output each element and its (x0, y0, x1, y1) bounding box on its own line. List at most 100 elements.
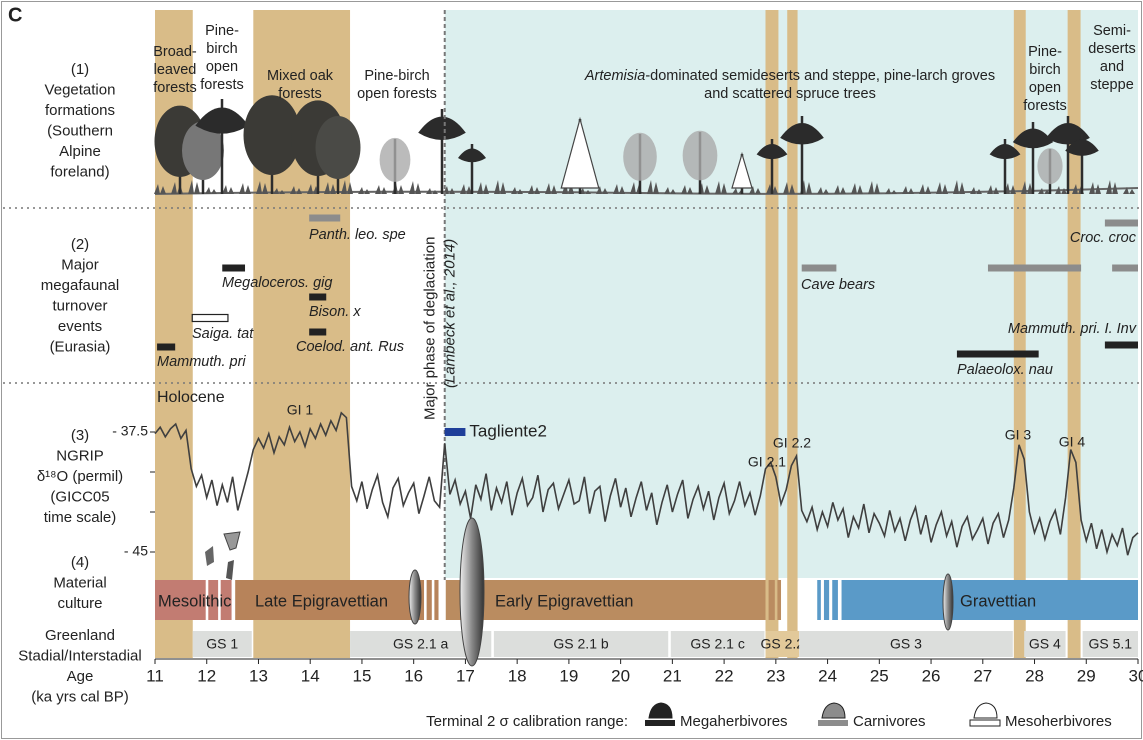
megafauna-bar (309, 329, 326, 336)
vegetation-label-italic: Artemisia (584, 68, 645, 84)
stadial-label: GS 5.1 (1089, 636, 1133, 652)
x-tick-label: 28 (1025, 666, 1044, 685)
annotation: GI 2.2 (773, 435, 811, 451)
x-tick-label: 16 (404, 666, 423, 685)
megafauna-bar (192, 315, 228, 322)
row-label: NGRIP (56, 447, 104, 464)
vegetation-label: leaved (154, 62, 197, 78)
megafauna-label: Mammuth. pri (157, 354, 246, 370)
annotation: Holocene (157, 389, 225, 406)
vegetation-label: deserts (1088, 41, 1136, 57)
legend-swatch (645, 720, 675, 726)
megafauna-bar (802, 265, 837, 272)
culture-bar (824, 580, 829, 620)
stadial-label: GS 2.1 a (393, 636, 448, 652)
y-tick-label: - 37.5 (112, 423, 148, 439)
vegetation-label: steppe (1090, 77, 1134, 93)
artifact-icon (943, 574, 953, 630)
megafauna-bar (157, 344, 175, 351)
page: {"chart_data": { "type": "line", "panel_… (0, 0, 1143, 740)
x-tick-label: 22 (715, 666, 734, 685)
tree-crown (1037, 148, 1062, 184)
vegetation-label: Semi- (1093, 23, 1131, 39)
legend-swatch (970, 720, 1000, 726)
annotation: GI 2.1 (748, 454, 786, 470)
legend-label: Carnivores (853, 713, 926, 730)
legend-title: Terminal 2 σ calibration range: (426, 713, 628, 730)
stadial-label: GS 2.2 (761, 636, 805, 652)
megafauna-bar (1112, 265, 1138, 272)
vegetation-label: Broad- (153, 44, 197, 60)
row-label: (3) (71, 427, 89, 444)
x-tick-label: 13 (249, 666, 268, 685)
x-tick-label: 21 (663, 666, 682, 685)
stadial-label: GS 2.1 c (690, 636, 744, 652)
row-label: turnover (52, 297, 107, 314)
annotation: GI 1 (287, 402, 314, 418)
vegetation-label: Pine- (205, 23, 239, 39)
tree-crown (380, 138, 411, 182)
megafauna-bar (222, 265, 245, 272)
row-label: Vegetation (45, 81, 116, 98)
megafauna-label: Megaloceros. gig (222, 275, 332, 291)
vegetation-label: Pine-birch (364, 68, 429, 84)
tree-crown (316, 116, 361, 179)
culture-label: Late Epigravettian (255, 592, 388, 610)
x-tick-label: 12 (197, 666, 216, 685)
x-tick-label: 23 (766, 666, 785, 685)
x-tick-label: 25 (870, 666, 889, 685)
row-label: foreland) (50, 163, 109, 180)
vegetation-label-part: -dominated semideserts and steppe, pine-… (645, 68, 995, 84)
vegetation-label: forests (278, 86, 322, 102)
x-tick-label: 30 (1129, 666, 1143, 685)
megafauna-bar (988, 265, 1081, 272)
x-tick-label: 11 (146, 666, 164, 685)
tree-crown (683, 131, 718, 181)
culture-label: Gravettian (960, 592, 1036, 610)
stadial-label: GS 2.1 b (553, 636, 608, 652)
row-label: culture (57, 595, 102, 612)
row-label: (4) (71, 554, 89, 571)
row-label: δ¹⁸O (permil) (37, 468, 123, 485)
row-label: Stadial/Interstadial (18, 647, 141, 664)
row-label: (2) (71, 236, 89, 253)
row-label: (1) (71, 61, 89, 78)
x-tick-label: 29 (1077, 666, 1096, 685)
annotation: GI 3 (1005, 427, 1032, 443)
vegetation-label: open (206, 59, 238, 75)
deglaciation-label: Major phase of deglaciation (422, 237, 439, 420)
vegetation-label: and (1100, 59, 1124, 75)
x-tick-label: 20 (611, 666, 630, 685)
x-tick-label: 19 (559, 666, 578, 685)
row-label: Major (61, 256, 99, 273)
megafauna-label: Coelod. ant. Rus (296, 339, 404, 355)
x-axis-label: Age (67, 668, 94, 685)
row-label: events (58, 318, 102, 335)
annotation: GI 4 (1059, 434, 1086, 450)
culture-bar (434, 580, 438, 620)
panel-label: C (8, 4, 22, 26)
megafauna-label: Mammuth. pri. I. Inv (1008, 321, 1137, 337)
warm-band (765, 10, 778, 658)
deglaciation-label: (Lambeck et al., 2014) (442, 239, 459, 388)
x-tick-label: 24 (818, 666, 837, 685)
vegetation-label: Pine- (1028, 44, 1062, 60)
megafauna-bar (1105, 220, 1138, 227)
tagliente-label: Tagliente2 (469, 421, 547, 440)
vegetation-label: birch (206, 41, 237, 57)
vegetation-label: Artemisia-dominated semideserts and step… (584, 68, 995, 84)
row-label: Material (53, 574, 106, 591)
megafauna-bar (957, 351, 1039, 358)
culture-bar (769, 580, 775, 620)
legend-label: Mesoherbivores (1005, 713, 1112, 730)
artifact-icon (460, 518, 484, 666)
vegetation-label: forests (153, 80, 197, 96)
x-tick-label: 15 (352, 666, 371, 685)
culture-label: Early Epigravettian (495, 592, 634, 610)
vegetation-label: forests (200, 77, 244, 93)
x-tick-label: 17 (456, 666, 475, 685)
x-axis-label: (ka yrs cal BP) (31, 688, 129, 705)
vegetation-label: birch (1029, 62, 1060, 78)
row-label: megafaunal (41, 277, 119, 294)
megafauna-bar (309, 294, 326, 301)
